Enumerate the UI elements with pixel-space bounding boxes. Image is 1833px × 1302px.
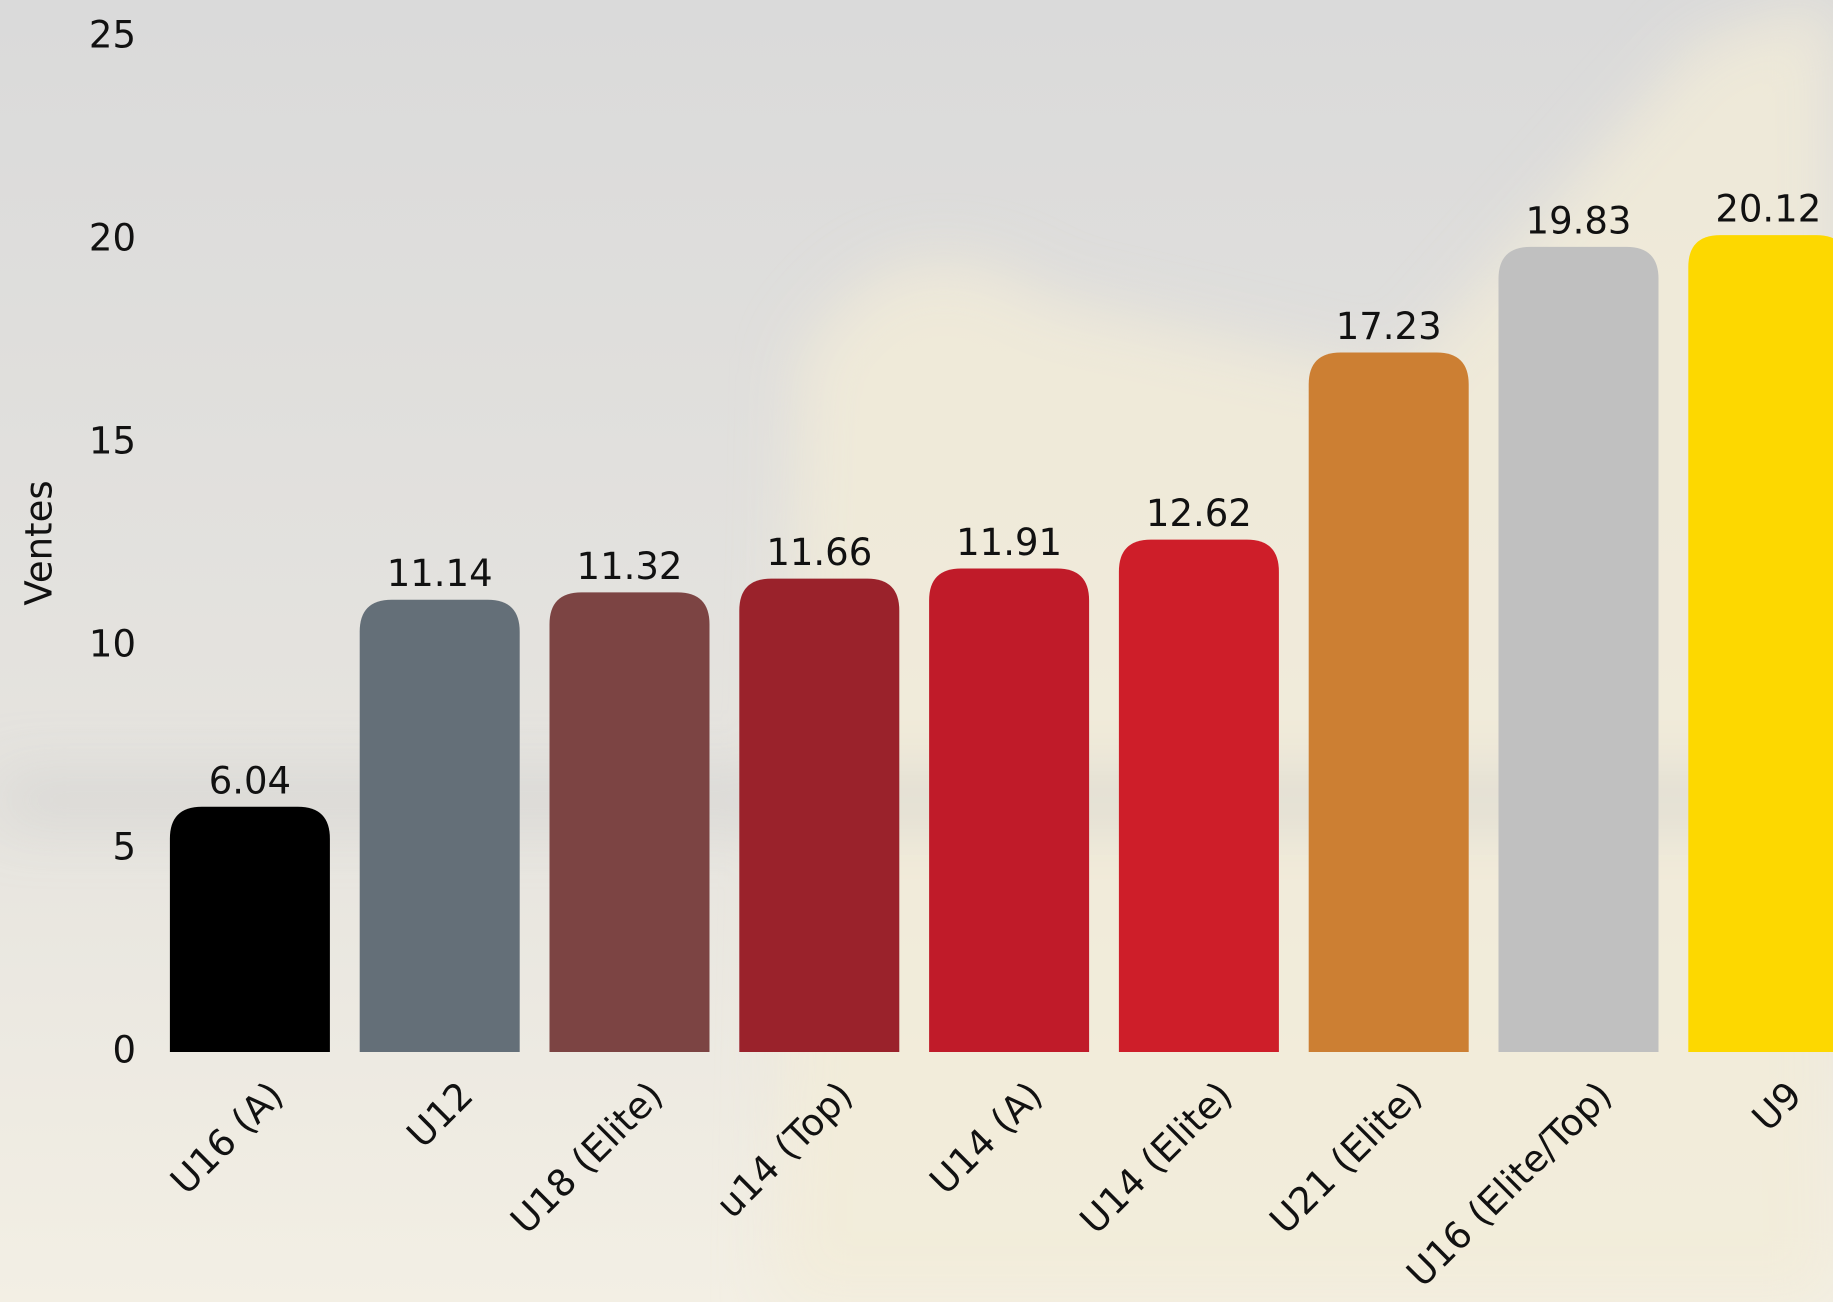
y-tick-label: 20 — [89, 217, 136, 260]
value-label: 11.66 — [766, 531, 872, 574]
bar — [169, 806, 330, 1052]
y-tick-label: 5 — [112, 826, 136, 869]
value-label: 19.83 — [1526, 199, 1632, 242]
bar — [1308, 352, 1469, 1052]
value-label: 11.91 — [956, 521, 1062, 564]
bar — [549, 592, 710, 1052]
bar — [1498, 246, 1659, 1053]
value-label: 6.04 — [209, 759, 291, 802]
y-tick-label: 10 — [89, 623, 136, 666]
bar — [929, 568, 1090, 1052]
bar — [739, 578, 900, 1052]
value-label: 11.14 — [387, 552, 493, 595]
value-label: 11.32 — [577, 545, 683, 588]
value-label: 12.62 — [1146, 492, 1252, 535]
y-tick-label: 0 — [112, 1029, 136, 1072]
bar — [1688, 235, 1833, 1052]
bar — [359, 599, 520, 1052]
value-label: 17.23 — [1336, 305, 1442, 348]
value-label: 20.12 — [1715, 188, 1821, 231]
bar — [1118, 539, 1279, 1052]
y-axis-title: Ventes — [18, 480, 61, 605]
y-tick-label: 15 — [89, 420, 136, 463]
y-tick-label: 25 — [89, 14, 136, 57]
